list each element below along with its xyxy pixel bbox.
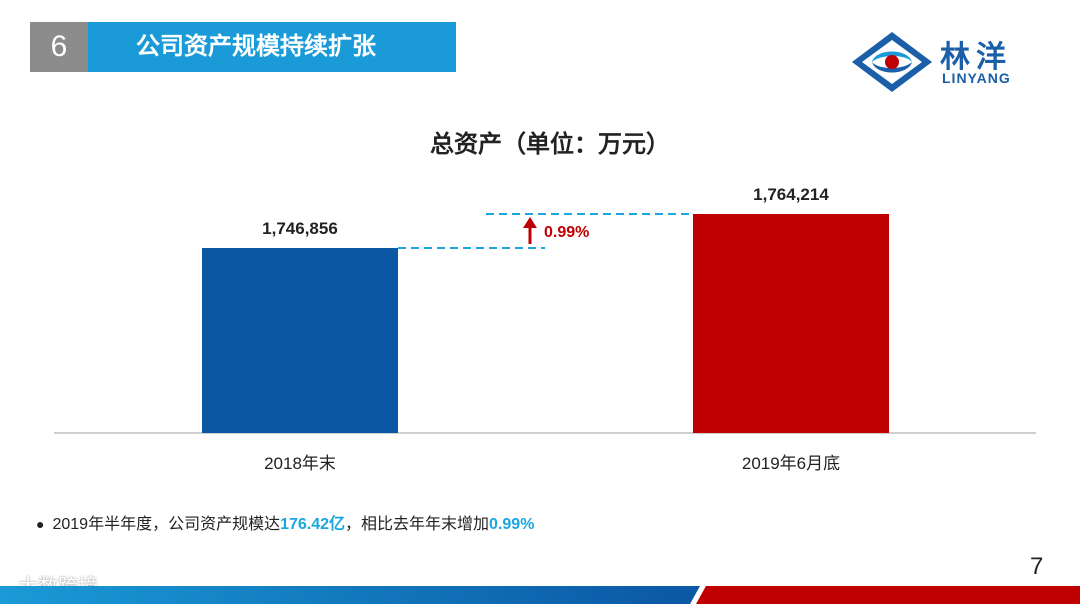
logo-text-cn: 林洋 [940,41,1012,74]
summary-note: ● 2019年半年度，公司资产规模达176.42亿，相比去年年末增加0.99% [36,510,534,534]
logo-mark-icon [852,32,932,92]
note-highlight-percent: 0.99% [489,516,535,533]
change-percent-label: 0.99% [544,224,589,241]
bar-2019-h1 [693,214,889,433]
section-number: 6 [30,22,88,72]
page-number: 7 [1030,553,1044,580]
bottom-decor-bar [0,586,1080,604]
up-arrow-icon [523,217,537,244]
bar-2018 [202,248,398,433]
value-label-2018: 1,746,856 [262,219,338,238]
note-highlight-amount: 176.42亿 [280,516,346,533]
note-text: 2019年半年度，公司资产规模达 [52,516,281,533]
logo-text-en: LINYANG [942,70,1011,86]
page-title: 公司资产规模持续扩张 [88,22,456,72]
value-label-2019-h1: 1,764,214 [753,185,829,204]
bullet-icon: ● [36,516,45,532]
category-label-2018: 2018年末 [264,454,336,473]
category-label-2019-h1: 2019年6月底 [742,454,840,473]
note-text-middle: ，相比去年年末增加 [345,516,490,533]
company-logo: 林洋 LINYANG [850,30,1040,94]
chart-title: 总资产（单位：万元） [430,131,670,158]
